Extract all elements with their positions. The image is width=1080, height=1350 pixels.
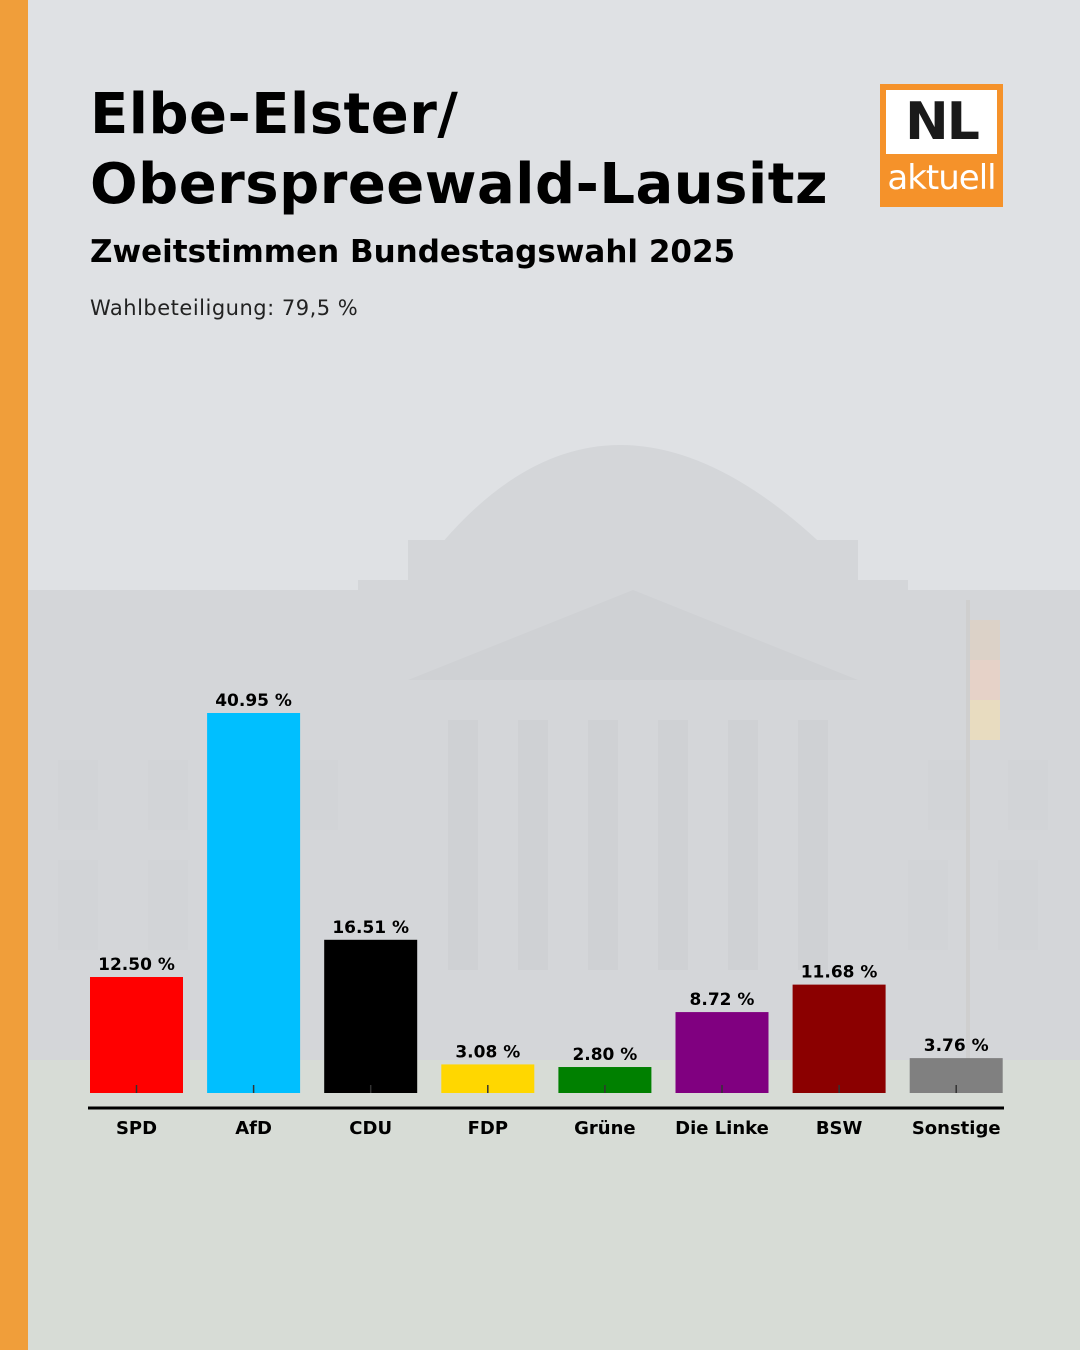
bar-spd [90, 977, 183, 1093]
header: Elbe-Elster/ Oberspreewald-Lausitz Zweit… [90, 80, 850, 320]
category-label: Grüne [574, 1118, 636, 1139]
logo-main-text: NL [886, 90, 997, 154]
page-subtitle: Zweitstimmen Bundestagswahl 2025 [90, 234, 736, 270]
category-label: CDU [349, 1118, 392, 1139]
category-label: Sonstige [912, 1118, 1001, 1139]
nl-aktuell-logo: NL aktuell [880, 84, 1003, 207]
category-label: BSW [816, 1118, 863, 1139]
bar-bsw [792, 984, 886, 1093]
logo-sub-text: aktuell [887, 158, 996, 198]
category-label: AfD [235, 1118, 272, 1139]
value-label: 8.72 % [690, 990, 755, 1010]
orange-accent-bar [0, 0, 28, 1350]
value-label: 3.08 % [455, 1042, 520, 1062]
category-label: Die Linke [675, 1118, 769, 1139]
value-label: 40.95 % [215, 691, 292, 711]
page-title: Elbe-Elster/ Oberspreewald-Lausitz [90, 82, 829, 217]
value-label: 3.76 % [924, 1036, 989, 1056]
value-label: 2.80 % [572, 1045, 637, 1065]
turnout-text: Wahlbeteiligung: 79,5 % [90, 296, 359, 320]
value-label: 12.50 % [98, 955, 175, 975]
reichstag-background-image [28, 0, 1080, 1350]
bar-cdu [324, 939, 418, 1093]
bar-die-linke [675, 1012, 769, 1093]
value-label: 11.68 % [801, 963, 878, 983]
category-label: FDP [468, 1118, 508, 1139]
bar-afd [207, 713, 301, 1093]
value-label: 16.51 % [332, 918, 409, 938]
category-label: SPD [116, 1118, 157, 1139]
